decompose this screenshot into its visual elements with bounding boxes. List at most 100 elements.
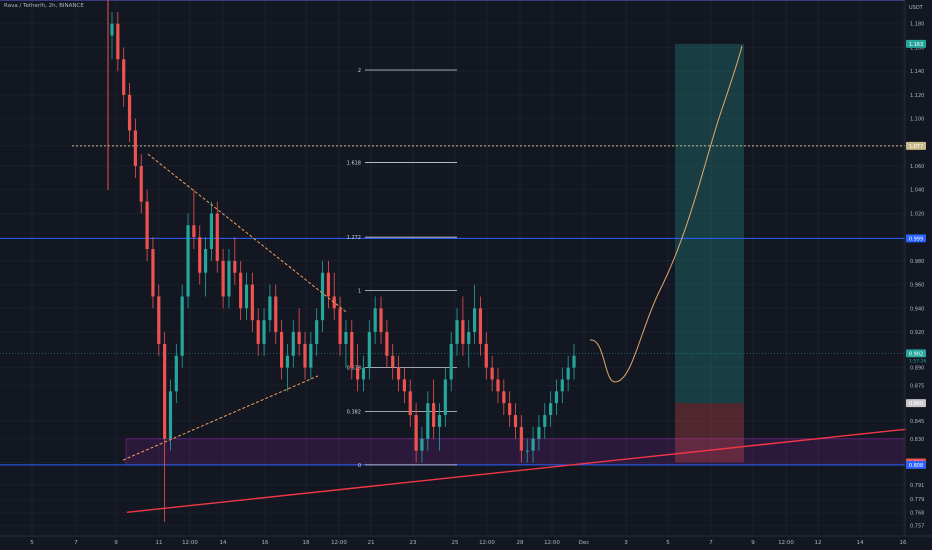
price-badge-label: 0.902	[909, 351, 923, 357]
candle-body	[151, 249, 155, 297]
candle-body	[133, 130, 137, 167]
candle-body	[484, 343, 488, 368]
candle-body	[279, 332, 284, 368]
time-tick-label: 12	[815, 540, 822, 546]
price-tick-label: 0.830	[910, 437, 924, 443]
time-axis[interactable]: 5 7 9 11 12:00 14 16 18 12:00 21 23 25 12:00 28 12:00 D…	[0, 535, 932, 546]
time-tick-label: 9	[751, 540, 755, 546]
time-tick-label: Dec	[579, 540, 590, 546]
price-badge-label: 0.808	[909, 463, 923, 469]
price-tick-label: 0.890	[910, 366, 924, 372]
price-badge	[906, 39, 926, 48]
candle-body	[490, 367, 494, 380]
candle-body	[344, 332, 348, 344]
time-tick-label: 16	[900, 540, 907, 546]
time-tick-label: 18	[303, 540, 310, 546]
time-tick-label: 12:00	[331, 540, 347, 546]
candle-body	[537, 426, 541, 439]
candle-body	[432, 403, 436, 427]
candle-body	[291, 332, 295, 356]
candle-body	[250, 284, 254, 321]
candle-body	[373, 308, 377, 333]
candle-body	[513, 415, 518, 427]
candle-body	[268, 296, 272, 321]
price-tick-label: 0.768	[910, 510, 924, 516]
candle-body	[385, 332, 389, 356]
candle-body	[391, 355, 395, 368]
candle-body	[256, 320, 260, 344]
fib-level-label: 1	[358, 289, 361, 295]
time-tick-label: 12:00	[778, 540, 794, 546]
candle-body	[408, 391, 412, 416]
demand-zone	[125, 438, 906, 466]
candle-body	[472, 308, 477, 333]
candle-body	[338, 308, 342, 344]
candle-body	[519, 426, 523, 451]
fib-level-label: 1.618	[347, 160, 361, 166]
candle-body	[420, 438, 424, 451]
candle-body	[549, 403, 553, 416]
candle-body	[274, 296, 278, 333]
price-tick-label: 1.040	[910, 188, 924, 194]
time-tick-label: 9	[114, 540, 118, 546]
candle-body	[203, 249, 208, 273]
trend-drawings	[107, 0, 907, 513]
price-tick-label: 1.160	[910, 45, 924, 51]
candle-body	[262, 320, 266, 344]
triangle-lower-line	[122, 375, 319, 461]
price-tick-label: 0.791	[910, 483, 924, 489]
candle-body	[554, 391, 559, 404]
price-badge-label: 0.999	[909, 236, 923, 242]
candle-body	[508, 403, 512, 416]
price-tick-label: 1.100	[910, 117, 924, 123]
time-tick-label: 12:00	[544, 540, 560, 546]
candle-body	[233, 260, 237, 273]
candle-body	[320, 272, 325, 321]
fib-level-label: 1.272	[347, 235, 361, 241]
price-badge	[906, 399, 926, 408]
candle-body	[174, 355, 178, 392]
time-tick-label: 12:00	[479, 540, 495, 546]
price-tick-label: 0.779	[910, 497, 924, 503]
candle-body	[168, 391, 173, 439]
price-tick-label: 0.845	[910, 419, 924, 425]
candle-body	[426, 403, 430, 439]
candle-body	[461, 320, 465, 344]
candle-body	[209, 213, 214, 250]
price-axis[interactable]: USDT 1.180 1.160 1.140 1.120 1.100 1.077 1.060 1…	[904, 0, 926, 536]
price-unit-label: USDT	[909, 5, 924, 11]
fibonacci-levels: 2 1.618 1.272 1 0.618 0.382 0	[347, 68, 457, 469]
candle-body	[157, 296, 161, 344]
support-trendline	[126, 428, 907, 513]
zones-layer	[125, 43, 906, 466]
time-tick-label: 21	[368, 540, 375, 546]
candle-body	[350, 332, 354, 368]
price-tick-label: 0.757	[910, 523, 924, 529]
price-tick-label: 1.140	[910, 69, 924, 75]
price-badge-label: 1.163	[909, 42, 923, 48]
position-stop-zone	[675, 403, 744, 463]
position-target-zone	[675, 43, 744, 404]
fib-level-label: 0.618	[347, 366, 361, 372]
time-tick-label: 23	[410, 540, 417, 546]
candle-body	[139, 166, 143, 202]
candle-body	[525, 450, 529, 452]
time-tick-label: 25	[452, 540, 459, 546]
price-badge	[906, 349, 926, 358]
candle-body	[186, 225, 190, 297]
price-tick-label: 1.120	[910, 93, 924, 99]
candle-body	[309, 343, 313, 368]
candle-body	[367, 332, 371, 368]
candle-body	[543, 415, 547, 427]
price-tick-label: 0.920	[910, 330, 924, 336]
time-tick-label: 11	[156, 540, 163, 546]
candle-body	[396, 367, 401, 380]
candle-body	[379, 308, 383, 333]
countdown-label: 1:57:26	[909, 358, 926, 364]
candle-body	[332, 296, 336, 309]
candle-body	[356, 367, 360, 380]
time-tick-label: 14	[857, 540, 864, 546]
time-tick-label: 16	[262, 540, 269, 546]
price-badge-label: 0.860	[909, 401, 923, 407]
